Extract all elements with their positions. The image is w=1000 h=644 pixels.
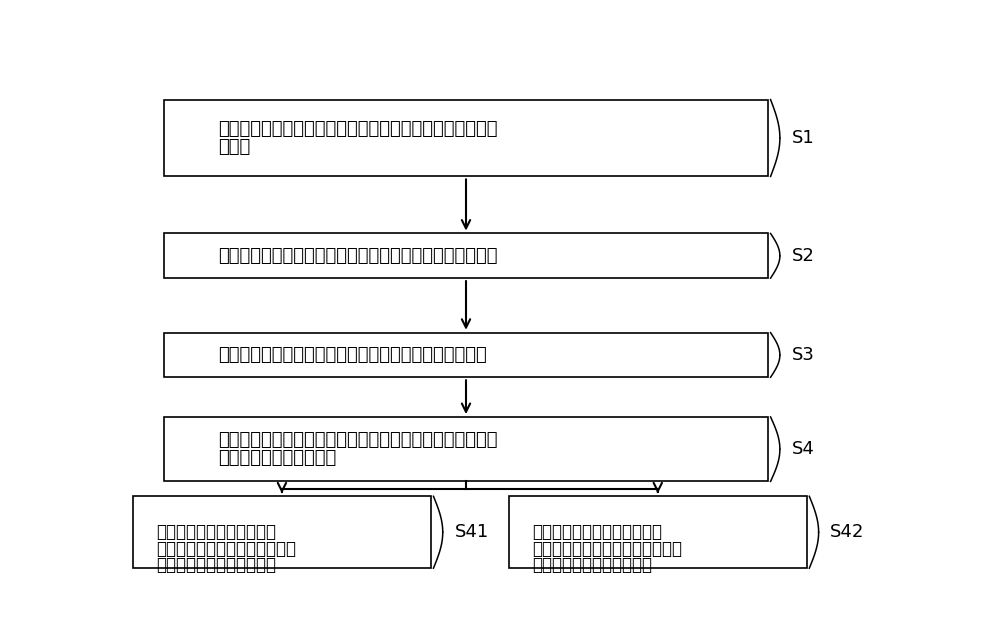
FancyBboxPatch shape <box>164 333 768 377</box>
Text: 判断第一电阻值和第二电阻值之间的差值绝对值与电阻变化: 判断第一电阻值和第二电阻值之间的差值绝对值与电阻变化 <box>218 431 498 450</box>
Text: S2: S2 <box>792 247 814 265</box>
Text: 当车辆停车下电时，确定车辆剩余油量对应的第一电阻值；: 当车辆停车下电时，确定车辆剩余油量对应的第一电阻值； <box>218 247 498 265</box>
Text: 获取车辆在平路时与在预设坡度时油量传感器的电阻变化极: 获取车辆在平路时与在预设坡度时油量传感器的电阻变化极 <box>218 120 498 138</box>
Text: S42: S42 <box>830 523 865 541</box>
Text: 第二电阻值对应的油量值；: 第二电阻值对应的油量值； <box>156 556 276 574</box>
Text: 化极大值时，控制车辆油量表显示: 化极大值时，控制车辆油量表显示 <box>532 540 682 558</box>
FancyBboxPatch shape <box>133 497 431 568</box>
Text: 第一电阻值对应的油量值。: 第一电阻值对应的油量值。 <box>532 556 652 574</box>
Text: 当车辆启车上电时，获取油量传感器实测的第二电阻值；: 当车辆启车上电时，获取油量传感器实测的第二电阻值； <box>218 346 487 364</box>
Text: 当差值绝对值大于电阻变化: 当差值绝对值大于电阻变化 <box>156 523 276 541</box>
FancyBboxPatch shape <box>164 234 768 278</box>
Text: 极大值之间的大小关系：: 极大值之间的大小关系： <box>218 449 336 467</box>
Text: 大值；: 大值； <box>218 138 250 156</box>
FancyBboxPatch shape <box>164 100 768 176</box>
Text: 极大值时，控制车辆油量表显示: 极大值时，控制车辆油量表显示 <box>156 540 296 558</box>
Text: S4: S4 <box>792 440 814 458</box>
Text: 当差值绝对值小于等于电阻变: 当差值绝对值小于等于电阻变 <box>532 523 662 541</box>
Text: S3: S3 <box>792 346 814 364</box>
Text: S41: S41 <box>454 523 489 541</box>
FancyBboxPatch shape <box>164 417 768 482</box>
FancyBboxPatch shape <box>509 497 807 568</box>
Text: S1: S1 <box>792 129 814 147</box>
